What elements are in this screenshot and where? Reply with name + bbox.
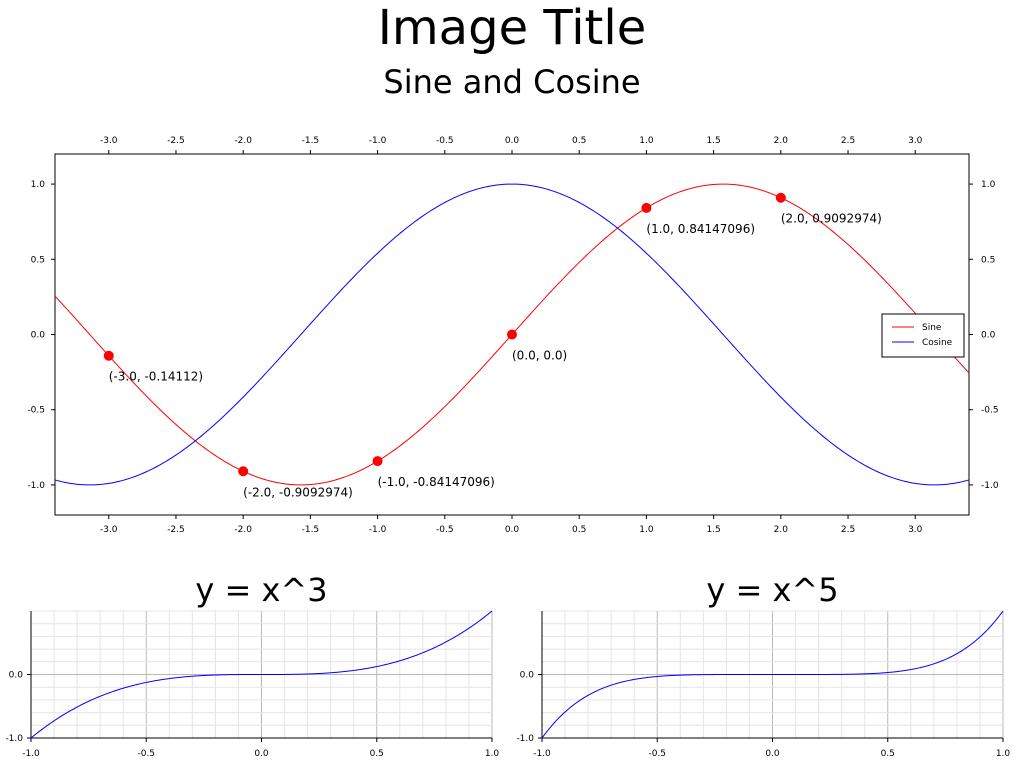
x-tick-label-top: -2.5 <box>167 136 185 146</box>
x-tick-label-bottom: -1.0 <box>369 525 387 535</box>
data-point-label: (-3.0, -0.14112) <box>109 370 203 384</box>
x-tick-label-top: 3.0 <box>908 136 923 146</box>
cosine-series-line <box>54 183 970 486</box>
data-point-marker <box>641 202 652 213</box>
x-tick-label-bottom: 1.0 <box>639 525 654 535</box>
data-point-label: (-2.0, -0.9092974) <box>243 485 353 499</box>
y-tick-label-right: -1.0 <box>981 481 999 491</box>
subplot-x-tick-label: 0.0 <box>254 749 269 759</box>
x-tick-label-top: -0.5 <box>436 136 454 146</box>
y-tick-label-left: 0.5 <box>31 255 45 265</box>
x-tick-label-bottom: 1.5 <box>706 525 720 535</box>
data-point-marker <box>775 192 786 203</box>
y-tick-label-left: -1.0 <box>27 481 45 491</box>
subplot-x-tick-label: 0.0 <box>765 749 780 759</box>
legend-box <box>881 313 965 358</box>
x-tick-label-top: 2.5 <box>841 136 855 146</box>
subplot-title: y = x^3 <box>195 571 327 609</box>
x-tick-label-bottom: -3.0 <box>100 525 118 535</box>
x-tick-label-bottom: -0.5 <box>436 525 454 535</box>
subplot-x-tick-label: -1.0 <box>533 749 551 759</box>
subplot-x-tick-label: -0.5 <box>137 749 155 759</box>
x-tick-label-top: -2.0 <box>234 136 252 146</box>
power-series-line <box>30 610 493 739</box>
y-tick-label-right: -0.5 <box>981 406 999 416</box>
x-tick-label-top: 0.0 <box>505 136 520 146</box>
y-tick-label-right: 0.0 <box>981 331 996 341</box>
subplot-x-tick-label: 0.5 <box>370 749 384 759</box>
subplot-x-tick-label: -1.0 <box>22 749 40 759</box>
figure-title: Image Title <box>377 0 647 56</box>
data-point-marker <box>238 466 249 477</box>
subplot-y-tick-label: -1.0 <box>516 734 534 744</box>
data-point-marker <box>507 329 517 340</box>
x-tick-label-top: 0.5 <box>572 136 586 146</box>
legend-entry-label: Cosine <box>922 338 953 348</box>
data-point-label: (0.0, 0.0) <box>512 349 567 363</box>
subplot-title: y = x^5 <box>706 571 838 609</box>
x-tick-label-top: 1.0 <box>639 136 654 146</box>
x-tick-label-top: -1.5 <box>302 136 320 146</box>
data-point-marker <box>103 350 114 361</box>
figure-subtitle: Sine and Cosine <box>383 63 641 101</box>
x-tick-label-bottom: -2.0 <box>234 525 252 535</box>
subplot-x-tick-label: 0.5 <box>881 749 895 759</box>
x-tick-label-bottom: -1.5 <box>302 525 320 535</box>
x-tick-label-bottom: 0.0 <box>505 525 520 535</box>
subplot-x-tick-label: 1.0 <box>485 749 500 759</box>
x-tick-label-bottom: 3.0 <box>908 525 923 535</box>
x-tick-label-bottom: 0.5 <box>572 525 586 535</box>
y-tick-label-left: 1.0 <box>31 180 46 190</box>
x-tick-label-bottom: -2.5 <box>167 525 185 535</box>
subplot-x-tick-label: -0.5 <box>648 749 666 759</box>
data-point-label: (1.0, 0.84147096) <box>646 222 755 236</box>
power-series-line <box>541 610 1004 739</box>
subplot-y-tick-label: 0.0 <box>520 671 535 681</box>
x-tick-label-bottom: 2.0 <box>774 525 789 535</box>
data-point-marker <box>372 456 383 467</box>
x-tick-label-top: -3.0 <box>100 136 118 146</box>
y-tick-label-right: 1.0 <box>981 180 996 190</box>
y-tick-label-left: -0.5 <box>27 406 45 416</box>
subplot-y-tick-label: -1.0 <box>5 734 23 744</box>
subplot-x-tick-label: 1.0 <box>996 749 1011 759</box>
y-tick-label-right: 0.5 <box>981 255 995 265</box>
x-tick-label-top: -1.0 <box>369 136 387 146</box>
legend-entry-label: Sine <box>922 323 942 333</box>
data-point-label: (-1.0, -0.84147096) <box>378 475 495 489</box>
data-point-label: (2.0, 0.9092974) <box>781 212 882 226</box>
x-tick-label-top: 2.0 <box>774 136 789 146</box>
y-tick-label-left: 0.0 <box>31 331 46 341</box>
subplot-y-tick-label: 0.0 <box>9 671 24 681</box>
x-tick-label-bottom: 2.5 <box>841 525 855 535</box>
x-tick-label-top: 1.5 <box>706 136 720 146</box>
